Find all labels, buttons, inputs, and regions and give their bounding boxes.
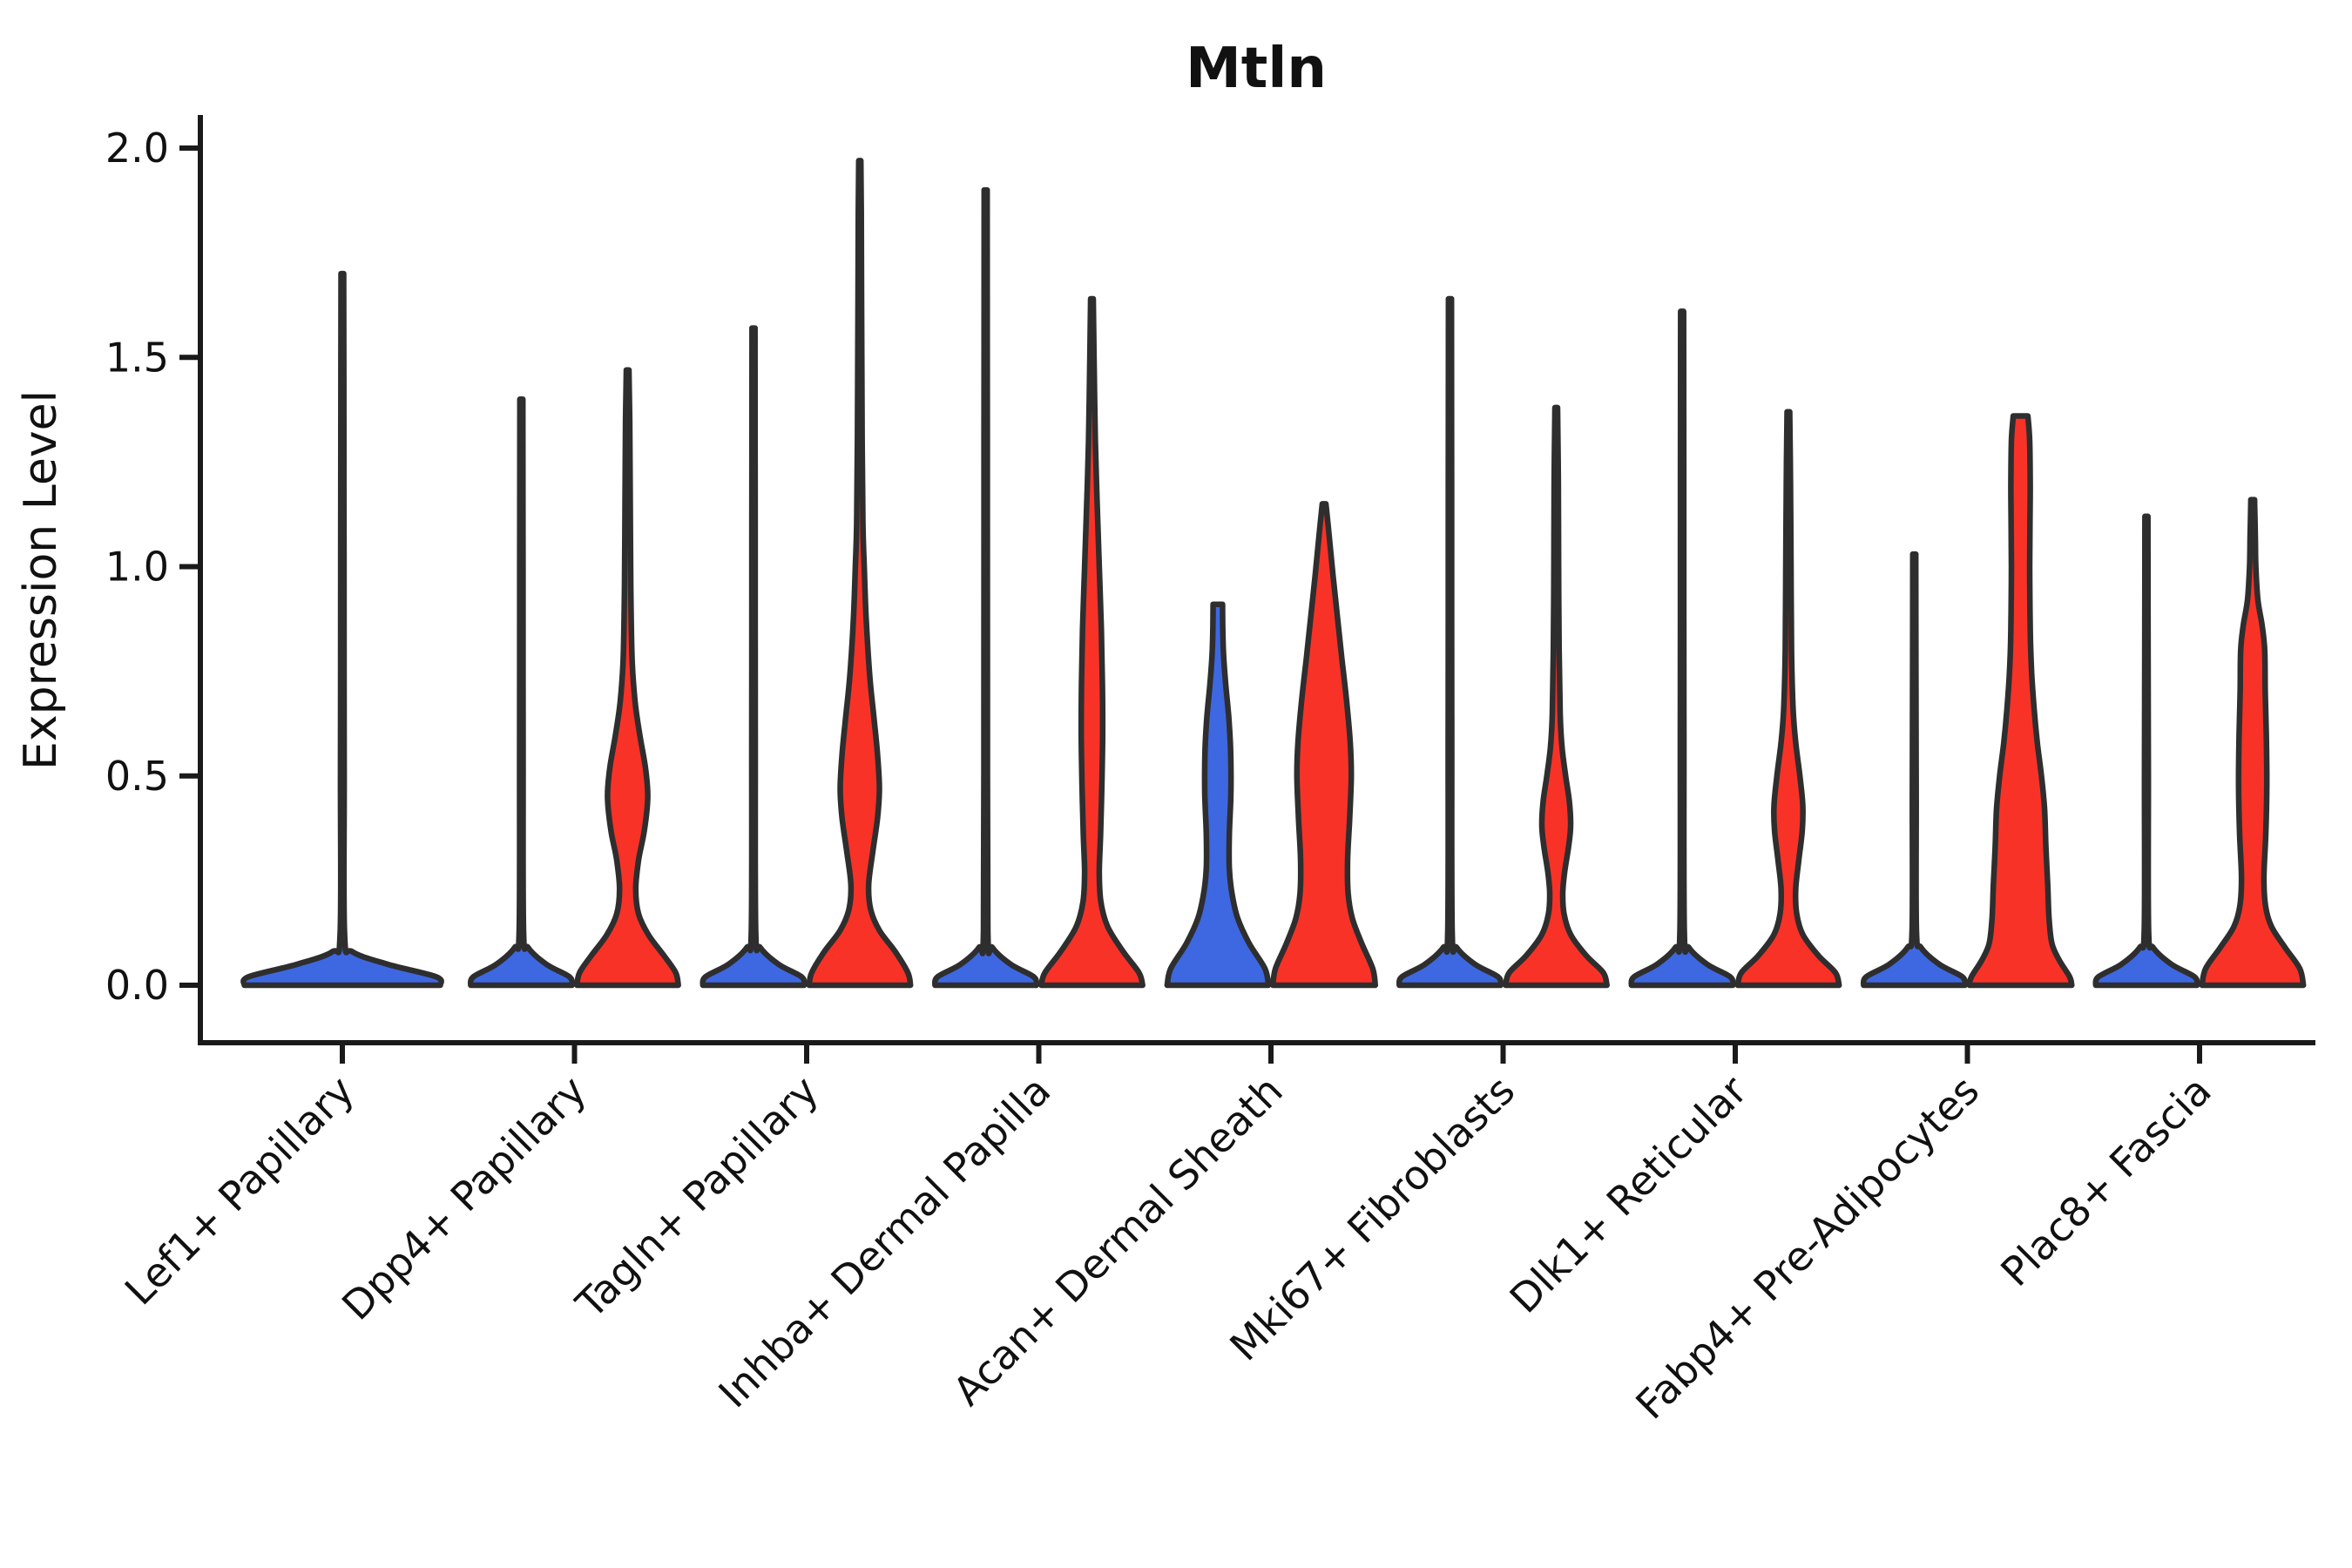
axis-spines: [198, 115, 2315, 1045]
violin-red-cat5: [1503, 404, 1610, 989]
violin-blue-cat6: [1628, 308, 1736, 989]
y-tick-label: 0.0: [105, 962, 169, 1009]
x-tick-label: Dlk1+ Reticular: [1501, 1067, 1756, 1322]
violin-blue-cat7: [1860, 551, 1969, 989]
violin-red-cat3: [1038, 295, 1146, 989]
violin-red-cat8: [2199, 497, 2307, 989]
violin-blue-cat5: [1396, 295, 1504, 989]
violin-red-cat1: [574, 367, 681, 989]
violin-blue-cat4: [1164, 601, 1272, 989]
violin-blue-cat8: [2092, 513, 2200, 989]
chart-title: Mtln: [1186, 37, 1327, 101]
violin-blue-cat1: [467, 396, 576, 989]
y-axis-label: Expression Level: [15, 390, 67, 770]
y-tick-label: 0.5: [105, 753, 169, 800]
x-tick-label: Plac8+ Fascia: [1991, 1067, 2220, 1295]
violin-red-cat2: [806, 158, 914, 989]
violin-blue-cat2: [700, 325, 808, 989]
x-tick-label: Lef1+ Papillary: [116, 1067, 363, 1315]
y-tick-label: 1.5: [105, 334, 169, 381]
violin-blue-cat0: [240, 270, 444, 989]
violin-red-cat6: [1734, 409, 1842, 989]
violin-blue-cat3: [931, 186, 1040, 989]
violin-red-cat7: [1966, 413, 2075, 989]
y-tick-label: 1.0: [105, 544, 169, 591]
x-tick-label: Tagln+ Papillary: [566, 1067, 828, 1328]
y-tick-label: 2.0: [105, 125, 169, 172]
violin-red-cat4: [1269, 501, 1379, 989]
x-tick-label: Dpp4+ Papillary: [333, 1067, 595, 1329]
